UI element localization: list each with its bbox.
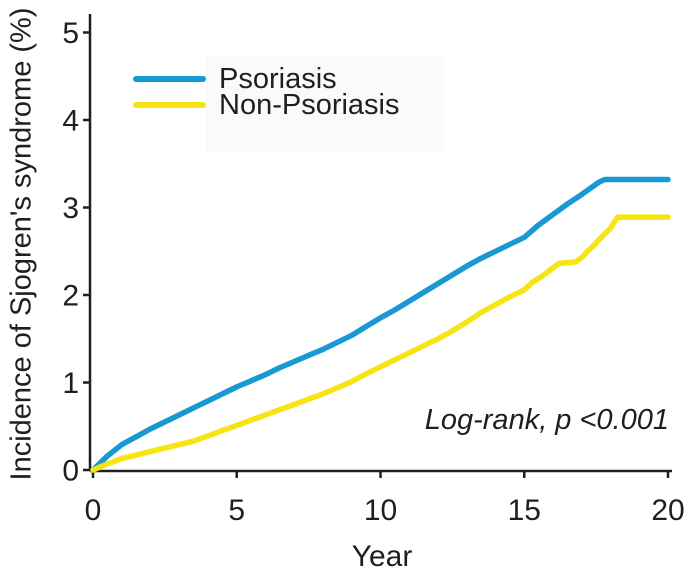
x-tick-label: 0	[85, 494, 102, 527]
legend-label-psoriasis: Psoriasis	[219, 63, 337, 95]
y-axis-title: Incidence of Sjogren's syndrome (%)	[5, 7, 38, 481]
y-tick-label: 5	[62, 17, 79, 50]
non-psoriasis-curve	[90, 214, 671, 473]
y-tick-label: 4	[62, 105, 79, 138]
log-rank-annotation: Log-rank, p <0.001	[424, 404, 669, 436]
legend: Psoriasis Non-Psoriasis	[133, 63, 400, 121]
legend-label-non-psoriasis: Non-Psoriasis	[219, 89, 400, 121]
x-tick-label: 10	[364, 494, 397, 527]
psoriasis-curve	[90, 176, 671, 473]
y-tick-label: 0	[62, 455, 79, 488]
x-axis-title: Year	[351, 540, 413, 573]
psoriasis-line-swatch	[133, 76, 206, 82]
x-tick-label: 15	[508, 494, 541, 527]
y-tick-label: 2	[62, 280, 79, 313]
x-tick-label: 5	[228, 494, 245, 527]
y-tick-label: 3	[62, 192, 79, 225]
legend-item-non-psoriasis: Non-Psoriasis	[133, 89, 400, 121]
x-tick-label: 20	[651, 494, 684, 527]
legend-item-psoriasis: Psoriasis	[133, 63, 400, 95]
non-psoriasis-line-swatch	[133, 102, 206, 108]
legend-background	[206, 56, 444, 152]
y-tick-label: 1	[62, 367, 79, 400]
